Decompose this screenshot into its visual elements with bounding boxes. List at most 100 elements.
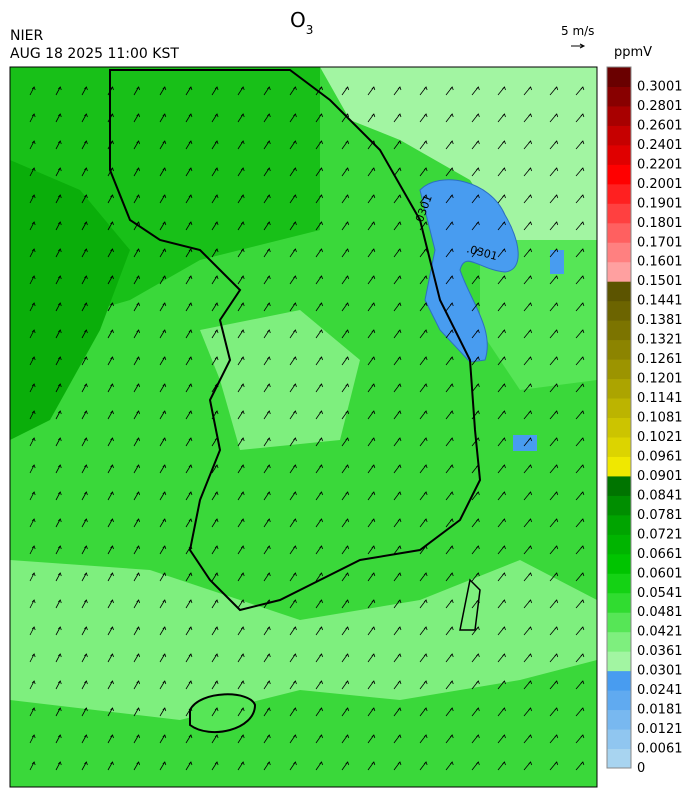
wind-arrow xyxy=(81,194,87,204)
wind-arrow-head xyxy=(162,545,167,550)
wind-arrow-head xyxy=(319,653,323,658)
wind-arrow-head xyxy=(397,410,402,415)
wind-arrow-head xyxy=(57,653,62,658)
wind-arrow xyxy=(29,626,35,636)
title-sub: 3 xyxy=(306,23,314,37)
wind-arrow-head xyxy=(57,383,62,388)
wind-arrow-head xyxy=(162,572,167,577)
wind-arrow-head xyxy=(31,410,36,415)
wind-arrow-head xyxy=(449,302,454,307)
wind-arrow-head xyxy=(57,275,62,280)
wind-arrow xyxy=(29,437,35,447)
wind-arrow-head xyxy=(188,329,193,334)
wind-arrow-head xyxy=(110,464,114,469)
wind-arrow-head xyxy=(293,86,297,91)
wind-arrow xyxy=(107,518,113,528)
wind-arrow xyxy=(55,194,61,204)
wind-arrow-head xyxy=(214,464,219,469)
wind-arrow xyxy=(81,275,87,285)
wind-arrow-head xyxy=(240,140,245,145)
wind-arrow xyxy=(107,410,113,420)
wind-arrow-head xyxy=(502,680,506,685)
wind-arrow-head xyxy=(423,653,428,658)
wind-arrow-head xyxy=(57,572,62,577)
wind-arrow-head xyxy=(423,410,428,415)
wind-arrow xyxy=(55,248,61,258)
wind-arrow xyxy=(81,464,87,474)
wind-arrow-head xyxy=(162,383,167,388)
wind-arrow-head xyxy=(554,113,559,118)
wind-arrow-head xyxy=(554,383,559,388)
wind-arrow xyxy=(81,437,87,447)
wind-arrow-head xyxy=(554,491,559,496)
wind-arrow-head xyxy=(476,356,480,361)
wind-arrow-head xyxy=(240,491,245,496)
wind-arrow-head xyxy=(502,167,506,172)
wind-arrow-head xyxy=(84,491,88,496)
wind-arrow xyxy=(81,356,87,366)
wind-arrow-head xyxy=(319,545,323,550)
wind-arrow-head xyxy=(580,626,585,631)
wind-arrow-head xyxy=(57,248,62,253)
wind-arrow xyxy=(29,221,35,231)
wind-arrow-head xyxy=(136,572,141,577)
wind-arrow xyxy=(81,734,87,744)
wind-arrow-head xyxy=(476,275,480,280)
wind-arrow-head xyxy=(476,437,480,442)
wind-arrow-head xyxy=(449,734,454,739)
wind-arrow-head xyxy=(371,329,376,334)
wind-arrow xyxy=(107,734,113,744)
wind-arrow-head xyxy=(371,302,376,307)
wind-arrow-head xyxy=(319,194,323,199)
wind-arrow xyxy=(81,680,87,690)
wind-arrow-head xyxy=(319,761,323,766)
wind-arrow-head xyxy=(162,140,167,145)
wind-arrow-head xyxy=(371,383,376,388)
wind-arrow-head xyxy=(57,140,62,145)
wind-arrow-head xyxy=(371,437,376,442)
wind-arrow-head xyxy=(57,221,62,226)
wind-arrow-head xyxy=(319,302,323,307)
wind-arrow-head xyxy=(136,626,141,631)
wind-arrow-head xyxy=(267,572,271,577)
wind-arrow-head xyxy=(423,86,428,91)
wind-arrow-head xyxy=(188,491,193,496)
legend-swatch xyxy=(607,631,631,652)
wind-arrow-head xyxy=(31,761,36,766)
wind-arrow-head xyxy=(136,140,141,145)
wind-arrow-head xyxy=(84,545,88,550)
wind-arrow-head xyxy=(31,113,36,118)
wind-arrow-head xyxy=(528,383,532,388)
wind-arrow-head xyxy=(345,518,350,523)
wind-arrow xyxy=(107,221,113,231)
wind-arrow-head xyxy=(31,680,36,685)
wind-arrow-head xyxy=(188,653,193,658)
wind-arrow-head xyxy=(293,140,297,145)
legend-label: 0.1701 xyxy=(637,235,683,250)
wind-arrow-head xyxy=(31,167,36,172)
wind-arrow-head xyxy=(449,383,454,388)
wind-arrow-head xyxy=(267,599,271,604)
wind-arrow xyxy=(29,680,35,690)
wind-arrow-head xyxy=(293,410,297,415)
wind-arrow-head xyxy=(554,167,559,172)
wind-arrow-head xyxy=(188,140,193,145)
wind-arrow xyxy=(55,599,61,609)
wind-arrow-head xyxy=(580,653,585,658)
wind-arrow-head xyxy=(345,356,350,361)
wind-arrow-head xyxy=(423,167,428,172)
wind-arrow-head xyxy=(136,248,141,253)
wind-arrow-head xyxy=(188,572,193,577)
wind-arrow-head xyxy=(423,464,428,469)
legend-swatch xyxy=(607,729,631,750)
wind-arrow-head xyxy=(110,518,114,523)
wind-arrow-head xyxy=(371,599,376,604)
wind-arrow-head xyxy=(554,410,559,415)
wind-arrow-head xyxy=(57,518,62,523)
wind-arrow-head xyxy=(502,464,506,469)
wind-arrow-head xyxy=(371,680,376,685)
wind-arrow xyxy=(55,275,61,285)
wind-arrow xyxy=(55,356,61,366)
wind-arrow xyxy=(55,626,61,636)
legend-label: 0.1381 xyxy=(637,313,683,328)
